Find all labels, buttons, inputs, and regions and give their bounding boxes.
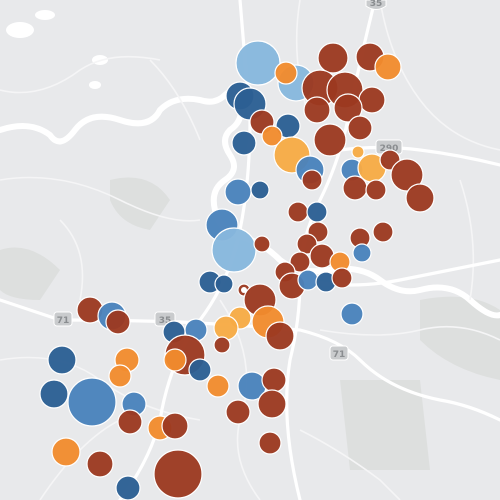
location-marker[interactable] [331,267,353,289]
tx71-west-label: 71 [57,316,70,326]
location-marker[interactable] [214,274,234,294]
location-marker[interactable] [86,450,114,478]
park-areas [0,177,500,470]
location-marker[interactable] [161,412,189,440]
location-marker[interactable] [250,180,270,200]
location-marker[interactable] [340,302,364,326]
location-marker[interactable] [301,169,323,191]
location-marker[interactable] [303,96,331,124]
location-marker[interactable] [265,321,295,351]
location-marker[interactable] [372,221,394,243]
location-marker[interactable] [317,42,349,74]
location-marker[interactable] [231,130,257,156]
location-marker[interactable] [224,178,252,206]
location-marker[interactable] [274,61,298,85]
location-marker[interactable] [51,437,81,467]
location-marker[interactable] [206,374,230,398]
location-marker[interactable] [108,364,132,388]
location-marker[interactable] [261,125,283,147]
location-marker[interactable] [258,431,282,455]
mopac-mid-label: 35 [159,316,172,326]
location-marker[interactable] [39,379,69,409]
tx71-east-shield: 71 [329,345,349,361]
location-marker[interactable] [105,309,131,335]
us290-east-label: 290 [380,144,399,154]
location-marker[interactable] [211,227,257,273]
location-marker[interactable] [287,201,309,223]
location-marker[interactable] [115,475,141,500]
location-marker[interactable] [306,201,328,223]
location-marker[interactable] [405,183,435,213]
river-colorado [0,88,500,319]
location-marker[interactable] [297,269,319,291]
location-marker[interactable] [390,158,424,192]
location-marker[interactable] [261,367,287,393]
tx71-east-label: 71 [333,350,346,360]
tx71-west-shield: 71 [53,311,73,327]
location-marker[interactable] [289,251,311,273]
location-marker[interactable] [225,399,251,425]
location-marker[interactable] [313,123,347,157]
location-marker[interactable] [347,115,373,141]
i35-north-shield: 35 [365,0,387,10]
location-marker[interactable] [351,145,365,159]
location-marker[interactable] [352,243,372,263]
location-marker[interactable] [153,449,203,499]
location-marker[interactable] [213,336,231,354]
location-marker[interactable] [253,235,271,253]
location-marker[interactable] [188,358,212,382]
location-marker[interactable] [365,179,387,201]
location-marker[interactable] [117,409,143,435]
selected-marker-center [241,287,247,293]
location-marker[interactable] [342,175,368,201]
location-marker[interactable] [374,53,402,81]
location-marker[interactable] [47,345,77,375]
location-marker[interactable] [257,389,287,419]
i35-north-label: 35 [370,0,383,9]
location-marker[interactable] [67,377,117,427]
location-marker[interactable] [235,40,281,86]
location-marker[interactable] [163,348,187,372]
location-marker[interactable] [358,86,386,114]
location-marker[interactable] [213,315,239,341]
location-marker[interactable] [333,93,363,123]
